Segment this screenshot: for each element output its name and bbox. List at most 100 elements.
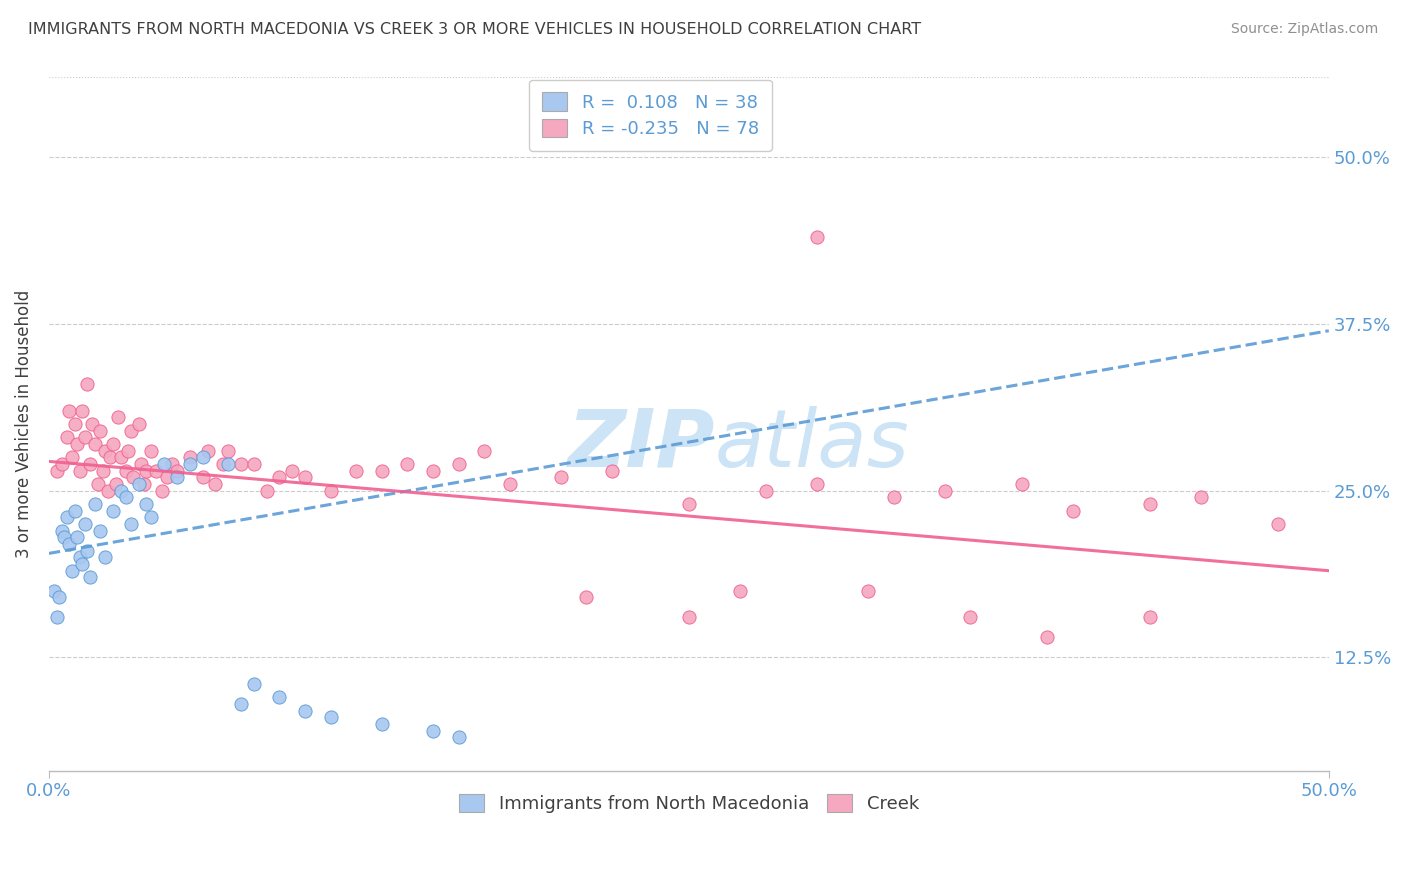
Point (76, 377, 98, 392)
Point (145, 464, 167, 478)
Point (141, 443, 163, 458)
Point (94, 550, 117, 565)
Point (84, 497, 107, 511)
Point (447, 457, 470, 471)
Point (934, 483, 956, 498)
Point (63, 504, 86, 518)
Point (472, 443, 495, 458)
Point (806, 477, 828, 491)
Text: ZIP: ZIP (567, 406, 714, 483)
Point (883, 491, 905, 505)
Point (166, 470, 188, 484)
Point (217, 457, 239, 471)
Point (70, 557, 93, 571)
Point (129, 457, 152, 471)
Point (58, 403, 80, 417)
Point (51, 524, 73, 538)
Point (45, 610, 67, 624)
Point (550, 470, 572, 484)
Text: atlas: atlas (714, 406, 910, 483)
Point (422, 723, 444, 738)
Point (73, 517, 96, 532)
Point (91, 464, 114, 478)
Point (60, 450, 83, 465)
Point (79, 570, 101, 584)
Point (499, 477, 522, 491)
Point (422, 464, 444, 478)
Point (66, 437, 89, 451)
Point (79, 457, 101, 471)
Point (229, 457, 252, 471)
Point (156, 470, 179, 484)
Point (117, 443, 139, 458)
Point (319, 483, 342, 498)
Point (294, 470, 316, 484)
Point (100, 450, 122, 465)
Point (370, 464, 392, 478)
Point (42, 583, 65, 598)
Point (128, 477, 150, 491)
Point (728, 583, 751, 598)
Point (110, 450, 132, 465)
Point (217, 443, 239, 458)
Point (212, 457, 235, 471)
Point (89, 424, 111, 438)
Point (60, 564, 83, 578)
Point (370, 717, 392, 731)
Point (135, 464, 157, 478)
Text: Source: ZipAtlas.com: Source: ZipAtlas.com (1230, 22, 1378, 37)
Point (269, 470, 291, 484)
Point (319, 710, 342, 724)
Point (1139, 497, 1161, 511)
Point (229, 697, 252, 711)
Point (94, 443, 117, 458)
Point (1267, 517, 1289, 532)
Point (51, 457, 73, 471)
Point (135, 497, 157, 511)
Point (179, 457, 201, 471)
Point (294, 704, 316, 718)
Point (69, 464, 91, 478)
Point (53, 530, 76, 544)
Point (110, 483, 132, 498)
Point (600, 464, 623, 478)
Point (242, 457, 264, 471)
Point (104, 477, 127, 491)
Point (153, 457, 176, 471)
Point (114, 491, 136, 505)
Point (959, 610, 981, 624)
Point (122, 470, 145, 484)
Point (191, 470, 214, 484)
Point (242, 677, 264, 691)
Point (89, 524, 111, 538)
Point (69, 550, 91, 565)
Point (678, 610, 700, 624)
Point (160, 457, 183, 471)
Point (344, 464, 367, 478)
Point (76, 543, 98, 558)
Point (1062, 504, 1084, 518)
Point (58, 537, 80, 551)
Point (70, 403, 93, 417)
Point (66, 530, 89, 544)
Point (179, 450, 201, 465)
Point (63, 417, 86, 431)
Point (1189, 491, 1212, 505)
Point (56, 510, 79, 524)
Point (120, 517, 142, 532)
Point (82, 417, 104, 431)
Point (191, 450, 214, 465)
Point (678, 497, 700, 511)
Point (45, 464, 67, 478)
Point (1036, 631, 1059, 645)
Point (447, 731, 470, 745)
Point (132, 477, 155, 491)
Point (166, 464, 188, 478)
Point (575, 591, 598, 605)
Point (281, 464, 304, 478)
Point (396, 457, 419, 471)
Point (107, 410, 129, 425)
Point (856, 583, 879, 598)
Point (56, 430, 79, 444)
Point (128, 417, 150, 431)
